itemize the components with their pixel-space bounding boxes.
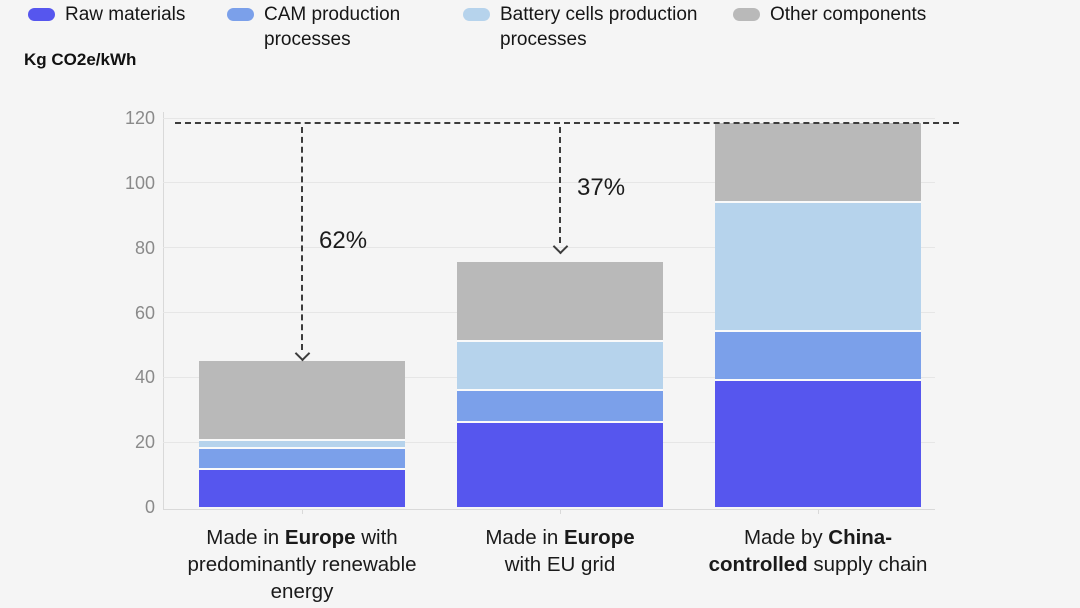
reference-dashed-line [175, 121, 959, 124]
bar-segment [199, 361, 405, 439]
legend-item: Battery cells production processes [463, 2, 733, 52]
x-axis-line [163, 509, 935, 510]
bar-segment [199, 438, 405, 448]
y-axis-title: Kg CO2e/kWh [24, 50, 137, 69]
legend-swatch-icon [227, 8, 254, 21]
annotation-percent-label: 62% [319, 227, 368, 255]
annotation-arrow-line [301, 126, 303, 350]
x-tick-mark [302, 509, 303, 514]
bar-segment [715, 200, 921, 331]
y-axis-line [163, 112, 164, 510]
bar-segment [715, 378, 921, 507]
bar-segment [457, 340, 663, 389]
x-category-label: Made by China-controlled supply chain [708, 526, 928, 576]
legend: Raw materials CAM production processes Bat… [28, 2, 926, 52]
y-tick-label: 60 [134, 302, 155, 323]
legend-item-label: Raw materials [65, 4, 186, 25]
y-tick-label: 40 [134, 367, 155, 388]
legend-item: Other components [733, 2, 926, 27]
bar-segment [457, 421, 663, 507]
y-tick-label: 120 [124, 108, 155, 128]
bar-segment [457, 388, 663, 422]
plot-area: Made in Europe with predominantly renewab… [163, 117, 959, 603]
bar-segment [199, 447, 405, 469]
x-tick-mark [560, 509, 561, 514]
gridline [163, 182, 935, 184]
arrow-down-icon [294, 345, 310, 362]
x-category-label: Made in Europe with EU grid [485, 526, 635, 576]
legend-swatch-icon [733, 8, 760, 21]
y-tick-label: 100 [124, 172, 155, 193]
y-tick-label: 80 [134, 237, 155, 258]
legend-item: CAM production processes [227, 2, 463, 52]
y-tick-label: 20 [134, 432, 155, 453]
legend-item-label: Battery cells production processes [500, 4, 698, 50]
bar-segment [715, 330, 921, 379]
x-category-label: Made in Europe with predominantly renewab… [187, 526, 417, 603]
bar-segment [199, 468, 405, 507]
annotation-percent-label: 37% [577, 173, 626, 201]
bar-segment [457, 262, 663, 341]
legend-swatch-icon [463, 8, 490, 21]
legend-item-label: Other components [770, 4, 927, 25]
arrow-down-icon [552, 238, 568, 255]
y-tick-label: 0 [144, 497, 155, 517]
legend-item-label: CAM production processes [264, 4, 401, 50]
bar-segment [715, 122, 921, 201]
gridline [163, 247, 935, 249]
annotation-arrow-line [559, 126, 561, 243]
legend-item: Raw materials [28, 2, 227, 27]
legend-swatch-icon [28, 8, 55, 21]
x-tick-mark [818, 509, 819, 514]
gridline [163, 117, 935, 119]
